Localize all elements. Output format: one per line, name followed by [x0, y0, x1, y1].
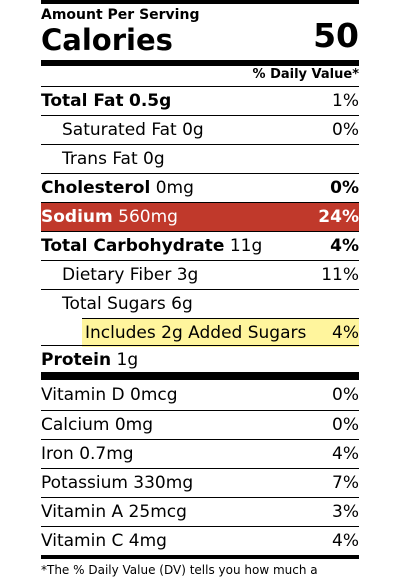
- thick-rule: [41, 60, 359, 66]
- potassium-dv: 7%: [332, 473, 359, 493]
- potassium-label: Potassium 330mg: [41, 473, 194, 493]
- row-added-sugars: Includes 2g Added Sugars 4%: [82, 318, 359, 347]
- vitamin-c-dv: 4%: [332, 531, 359, 551]
- daily-value-header: % Daily Value*: [252, 67, 359, 82]
- added-sugars-label: Includes 2g Added Sugars: [85, 323, 307, 343]
- row-vitamin-d: Vitamin D 0mcg 0%: [41, 381, 359, 410]
- row-total-fat: Total Fat 0.5g 1%: [41, 86, 359, 115]
- protein-label: Protein 1g: [41, 350, 139, 370]
- row-cholesterol: Cholesterol 0mg 0%: [41, 173, 359, 202]
- calories-label: Calories: [41, 23, 173, 57]
- vitamin-c-label: Vitamin C 4mg: [41, 531, 167, 551]
- total-fat-dv: 1%: [332, 91, 359, 111]
- daily-value-footnote: *The % Daily Value (DV) tells you how mu…: [41, 563, 318, 577]
- thick-rule-vitamins: [41, 372, 359, 380]
- calcium-dv: 0%: [332, 415, 359, 435]
- row-vitamin-c: Vitamin C 4mg 4%: [41, 526, 359, 555]
- dietary-fiber-label: Dietary Fiber 3g: [62, 265, 199, 285]
- vitamin-a-dv: 3%: [332, 502, 359, 522]
- iron-label: Iron 0.7mg: [41, 444, 134, 464]
- row-vitamin-a: Vitamin A 25mcg 3%: [41, 497, 359, 526]
- total-carbohydrate-label: Total Carbohydrate 11g: [41, 236, 263, 256]
- row-calcium: Calcium 0mg 0%: [41, 410, 359, 439]
- trans-fat-label: Trans Fat 0g: [62, 149, 165, 169]
- vitamin-d-dv: 0%: [332, 385, 359, 405]
- vitamin-a-label: Vitamin A 25mcg: [41, 502, 187, 522]
- total-fat-label: Total Fat 0.5g: [41, 91, 172, 111]
- row-dietary-fiber: Dietary Fiber 3g 11%: [41, 260, 359, 289]
- row-sodium: Sodium 560mg 24%: [41, 202, 359, 231]
- row-total-carbohydrate: Total Carbohydrate 11g 4%: [41, 231, 359, 260]
- added-sugars-dv: 4%: [332, 323, 359, 343]
- calcium-label: Calcium 0mg: [41, 415, 153, 435]
- total-sugars-label: Total Sugars 6g: [62, 294, 193, 314]
- row-potassium: Potassium 330mg 7%: [41, 468, 359, 497]
- saturated-fat-label: Saturated Fat 0g: [62, 120, 204, 140]
- dietary-fiber-dv: 11%: [321, 265, 359, 285]
- row-protein: Protein 1g: [41, 345, 359, 372]
- sodium-label: Sodium 560mg: [41, 207, 178, 227]
- row-trans-fat: Trans Fat 0g: [41, 144, 359, 173]
- amount-per-serving: Amount Per Serving: [41, 7, 200, 23]
- top-rule: [41, 0, 359, 4]
- sodium-dv: 24%: [318, 207, 359, 227]
- saturated-fat-dv: 0%: [332, 120, 359, 140]
- footnote-rule: [41, 555, 359, 559]
- iron-dv: 4%: [332, 444, 359, 464]
- cholesterol-dv: 0%: [330, 178, 359, 198]
- calories-value: 50: [313, 16, 359, 55]
- nutrition-facts-label: Amount Per Serving Calories 50 % Daily V…: [41, 0, 359, 581]
- row-saturated-fat: Saturated Fat 0g 0%: [41, 115, 359, 144]
- row-total-sugars: Total Sugars 6g: [41, 289, 359, 318]
- cholesterol-label: Cholesterol 0mg: [41, 178, 194, 198]
- vitamin-d-label: Vitamin D 0mcg: [41, 385, 178, 405]
- row-iron: Iron 0.7mg 4%: [41, 439, 359, 468]
- total-carbohydrate-dv: 4%: [330, 236, 359, 256]
